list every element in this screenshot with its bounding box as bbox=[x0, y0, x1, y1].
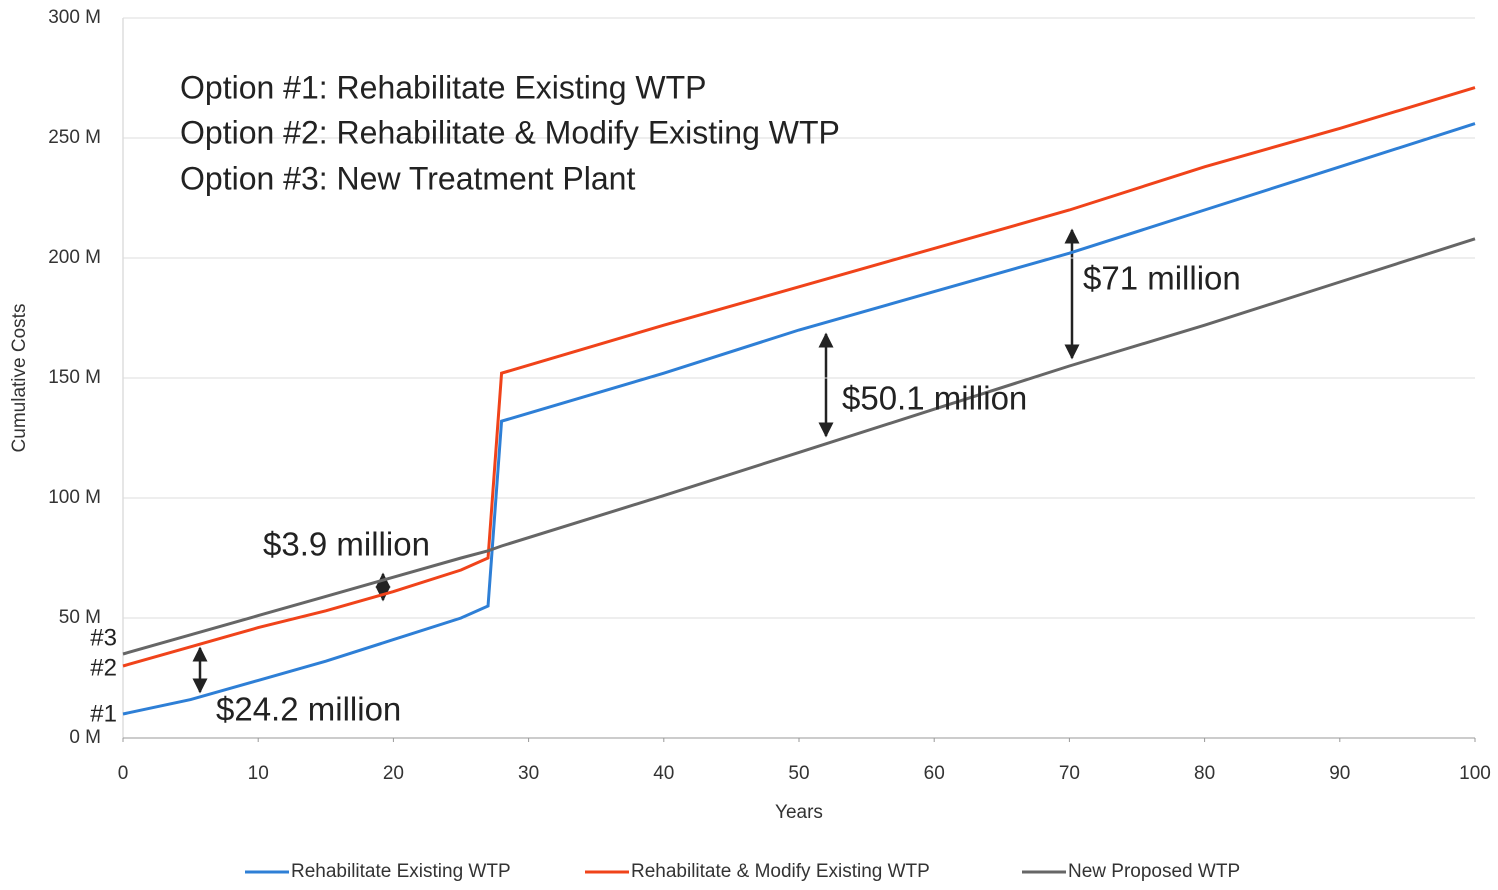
annotation: #3 bbox=[90, 624, 117, 651]
line-series bbox=[122, 237, 1476, 656]
x-axis-label: Years bbox=[775, 802, 823, 823]
annotation: Option #2: Rehabilitate & Modify Existin… bbox=[180, 114, 840, 150]
y-tick-label: 300 M bbox=[48, 7, 101, 28]
line-series bbox=[122, 86, 1476, 668]
legend-label: Rehabilitate & Modify Existing WTP bbox=[631, 861, 930, 882]
annotation: Option #3: New Treatment Plant bbox=[180, 160, 635, 196]
y-tick-label: 50 M bbox=[59, 607, 101, 628]
x-tick-label: 10 bbox=[248, 763, 269, 784]
x-tick-label: 60 bbox=[924, 763, 945, 784]
y-tick-label: 250 M bbox=[48, 127, 101, 148]
x-tick-label: 70 bbox=[1059, 763, 1080, 784]
x-tick-label: 80 bbox=[1194, 763, 1215, 784]
x-tick-label: 20 bbox=[383, 763, 404, 784]
legend-label: Rehabilitate Existing WTP bbox=[291, 861, 511, 882]
x-tick-label: 40 bbox=[653, 763, 674, 784]
y-tick-label: 0 M bbox=[69, 727, 101, 748]
annotation: $71 million bbox=[1083, 260, 1241, 297]
annotation: $24.2 million bbox=[216, 691, 401, 728]
x-tick-label: 100 bbox=[1459, 763, 1491, 784]
y-tick-label: 200 M bbox=[48, 247, 101, 268]
annotation: #1 bbox=[90, 700, 117, 727]
y-axis-label: Cumulative Costs bbox=[9, 304, 30, 453]
annotation: #2 bbox=[90, 654, 117, 681]
legend-label: New Proposed WTP bbox=[1068, 861, 1240, 882]
x-tick-label: 30 bbox=[518, 763, 539, 784]
annotation: $50.1 million bbox=[842, 380, 1027, 417]
annotation: $3.9 million bbox=[263, 526, 430, 563]
x-tick-label: 90 bbox=[1329, 763, 1350, 784]
annotation: Option #1: Rehabilitate Existing WTP bbox=[180, 69, 706, 105]
y-tick-label: 150 M bbox=[48, 367, 101, 388]
x-tick-label: 0 bbox=[118, 763, 129, 784]
line-series bbox=[122, 122, 1476, 716]
y-tick-label: 100 M bbox=[48, 487, 101, 508]
x-tick-label: 50 bbox=[788, 763, 809, 784]
